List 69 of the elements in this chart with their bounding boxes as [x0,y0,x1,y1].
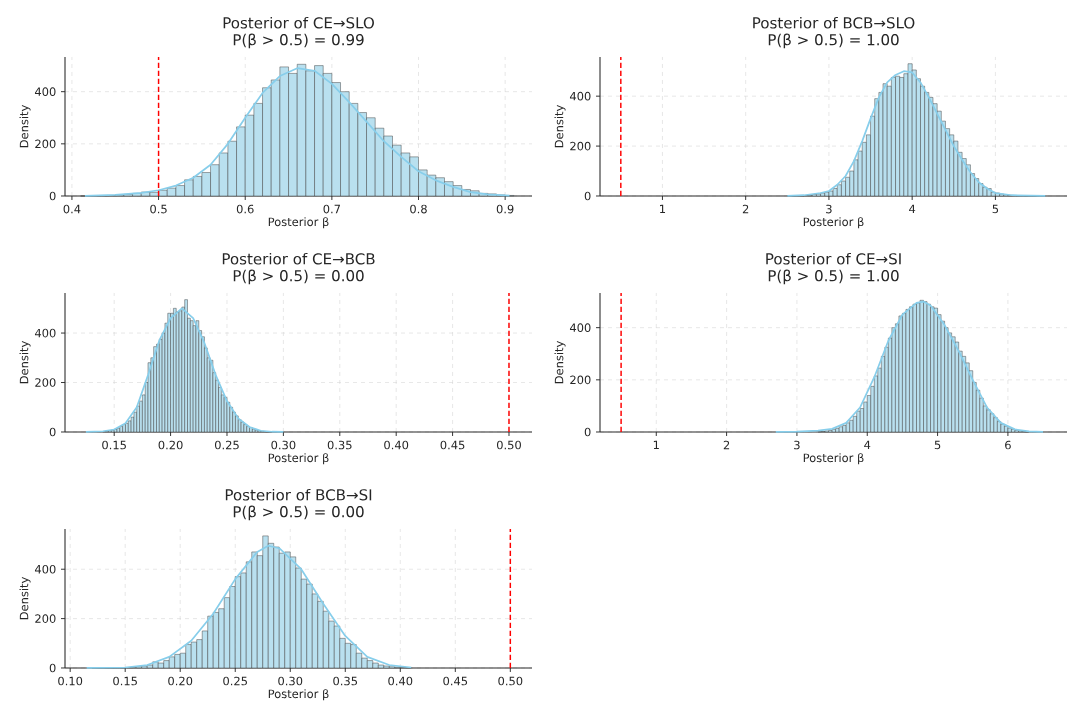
y-tick-label: 0 [49,427,56,437]
chart-subtitle: P(β > 0.5) = 1.00 [768,33,899,49]
x-tick-label: 0.40 [384,440,409,450]
x-axis-title: Posterior β [268,217,329,229]
x-tick-label: 0.15 [102,440,126,450]
x-tick-label: 0.5 [150,204,167,214]
y-tick-label: 200 [570,375,591,385]
y-tick-label: 0 [584,191,591,201]
y-tick-label: 200 [570,141,591,151]
y-axis-title: Density [19,341,31,384]
x-axis-title: Posterior β [803,217,864,229]
x-tick-label: 0.35 [333,676,358,686]
x-tick-label: 0.35 [327,440,352,450]
x-axis-title: Posterior β [268,453,329,465]
x-tick-label: 0.9 [496,204,514,214]
y-tick-label: 400 [569,91,591,101]
x-tick-label: 2 [742,204,749,214]
x-tick-label: 2 [723,440,730,450]
x-tick-label: 0.7 [323,204,340,214]
y-tick-label: 200 [35,378,56,387]
chart-title: Posterior of CE→SLO [223,16,374,29]
y-axis-title: Density [19,577,31,620]
y-axis-title: Density [554,341,566,384]
y-tick-label: 200 [35,614,56,623]
x-tick-label: 5 [934,440,941,450]
x-tick-label: 0.8 [410,204,427,214]
chart-title: Posterior of CE→BCB [222,252,375,265]
y-axis-title: Density [19,105,31,148]
chart-subtitle: P(β > 0.5) = 0.00 [233,269,364,285]
chart-subtitle: P(β > 0.5) = 0.99 [233,33,364,49]
x-tick-label: 0.25 [214,440,239,450]
x-tick-label: 0.45 [440,440,465,450]
x-tick-label: 0.20 [168,676,193,686]
x-tick-label: 0.40 [388,676,413,686]
x-tick-label: 0.4 [63,204,81,214]
chart-subtitle: P(β > 0.5) = 1.00 [768,269,899,285]
y-tick-label: 400 [34,564,56,574]
x-tick-label: 1 [660,204,666,214]
x-tick-label: 0.6 [236,204,254,214]
y-tick-label: 400 [569,323,591,333]
x-tick-label: 0.15 [113,676,137,686]
y-tick-label: 400 [34,87,56,97]
chart-title: Posterior of BCB→SI [225,488,372,501]
y-tick-label: 0 [584,427,591,437]
y-tick-label: 0 [49,663,56,673]
x-tick-label: 4 [864,440,871,450]
x-tick-label: 0.10 [58,676,83,686]
chart-title: Posterior of CE→SI [766,252,901,265]
y-tick-label: 400 [34,328,56,338]
y-axis-title: Density [554,105,566,148]
x-tick-label: 3 [794,440,800,450]
y-tick-label: 200 [35,139,56,149]
x-tick-label: 5 [992,204,999,214]
x-tick-label: 1 [653,440,659,450]
y-tick-label: 0 [49,191,56,201]
x-tick-label: 0.25 [223,676,247,686]
x-axis-title: Posterior β [803,453,864,465]
x-axis-title: Posterior β [268,689,329,701]
x-tick-label: 0.50 [498,676,523,686]
x-tick-label: 4 [909,204,916,214]
x-tick-label: 6 [1005,440,1011,450]
x-tick-label: 3 [826,204,832,214]
x-tick-label: 0.20 [158,440,183,450]
x-tick-label: 0.30 [271,440,296,450]
x-tick-label: 0.50 [496,440,521,450]
x-tick-label: 0.45 [443,676,468,686]
chart-subtitle: P(β > 0.5) = 0.00 [233,505,364,521]
x-tick-label: 0.30 [278,676,303,686]
chart-title: Posterior of BCB→SLO [753,16,915,29]
